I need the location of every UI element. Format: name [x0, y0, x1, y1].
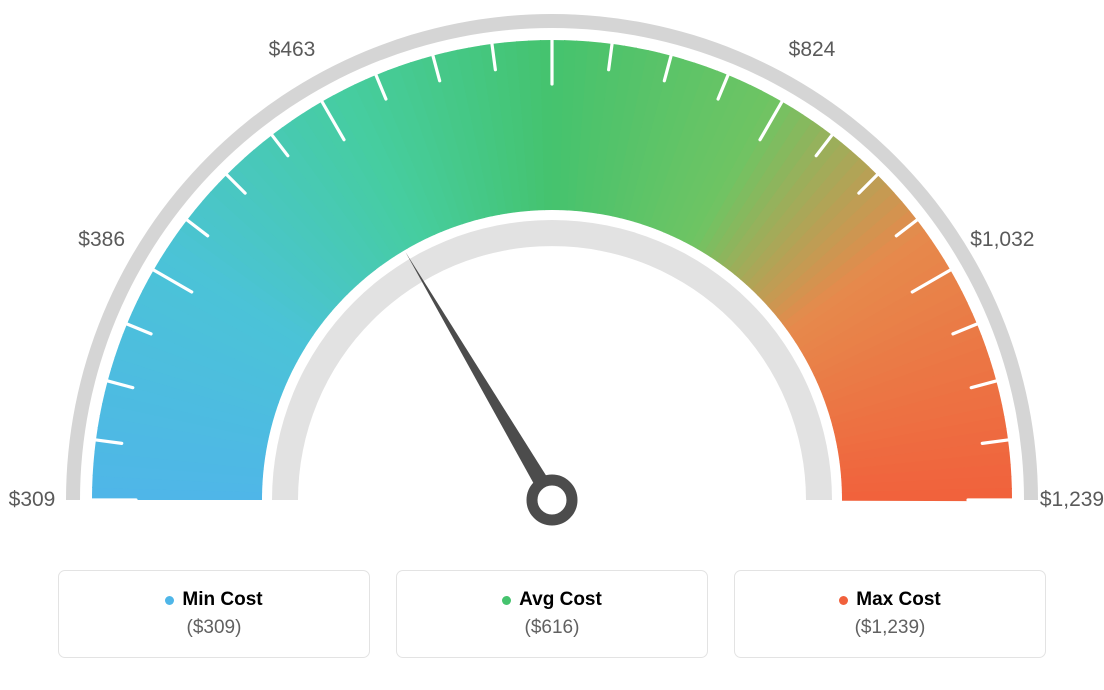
legend-value-min: ($309) [187, 617, 242, 639]
legend-value-avg: ($616) [525, 617, 580, 639]
legend-title-min: Min Cost [165, 589, 262, 611]
gauge-tick-label: $309 [9, 488, 56, 512]
gauge-tick-label: $386 [78, 228, 125, 252]
cost-gauge-widget: $309$386$463$616$824$1,032$1,239 Min Cos… [0, 0, 1104, 690]
legend-dot-min [165, 596, 174, 605]
legend-title-avg: Avg Cost [502, 589, 602, 611]
legend-dot-avg [502, 596, 511, 605]
gauge-tick-label: $1,239 [1040, 488, 1104, 512]
legend-card-min: Min Cost ($309) [58, 570, 370, 658]
legend-title-text: Avg Cost [519, 589, 602, 611]
legend-card-max: Max Cost ($1,239) [734, 570, 1046, 658]
gauge-tick-label: $463 [269, 38, 316, 62]
legend-card-avg: Avg Cost ($616) [396, 570, 708, 658]
gauge-chart: $309$386$463$616$824$1,032$1,239 [0, 0, 1104, 560]
legend-title-text: Max Cost [856, 589, 940, 611]
gauge-tick-label: $824 [789, 38, 836, 62]
gauge-tick-label: $1,032 [970, 228, 1034, 252]
gauge-svg [0, 0, 1104, 560]
legend-value-max: ($1,239) [855, 617, 926, 639]
legend-row: Min Cost ($309) Avg Cost ($616) Max Cost… [0, 570, 1104, 658]
legend-title-max: Max Cost [839, 589, 940, 611]
legend-dot-max [839, 596, 848, 605]
legend-title-text: Min Cost [182, 589, 262, 611]
